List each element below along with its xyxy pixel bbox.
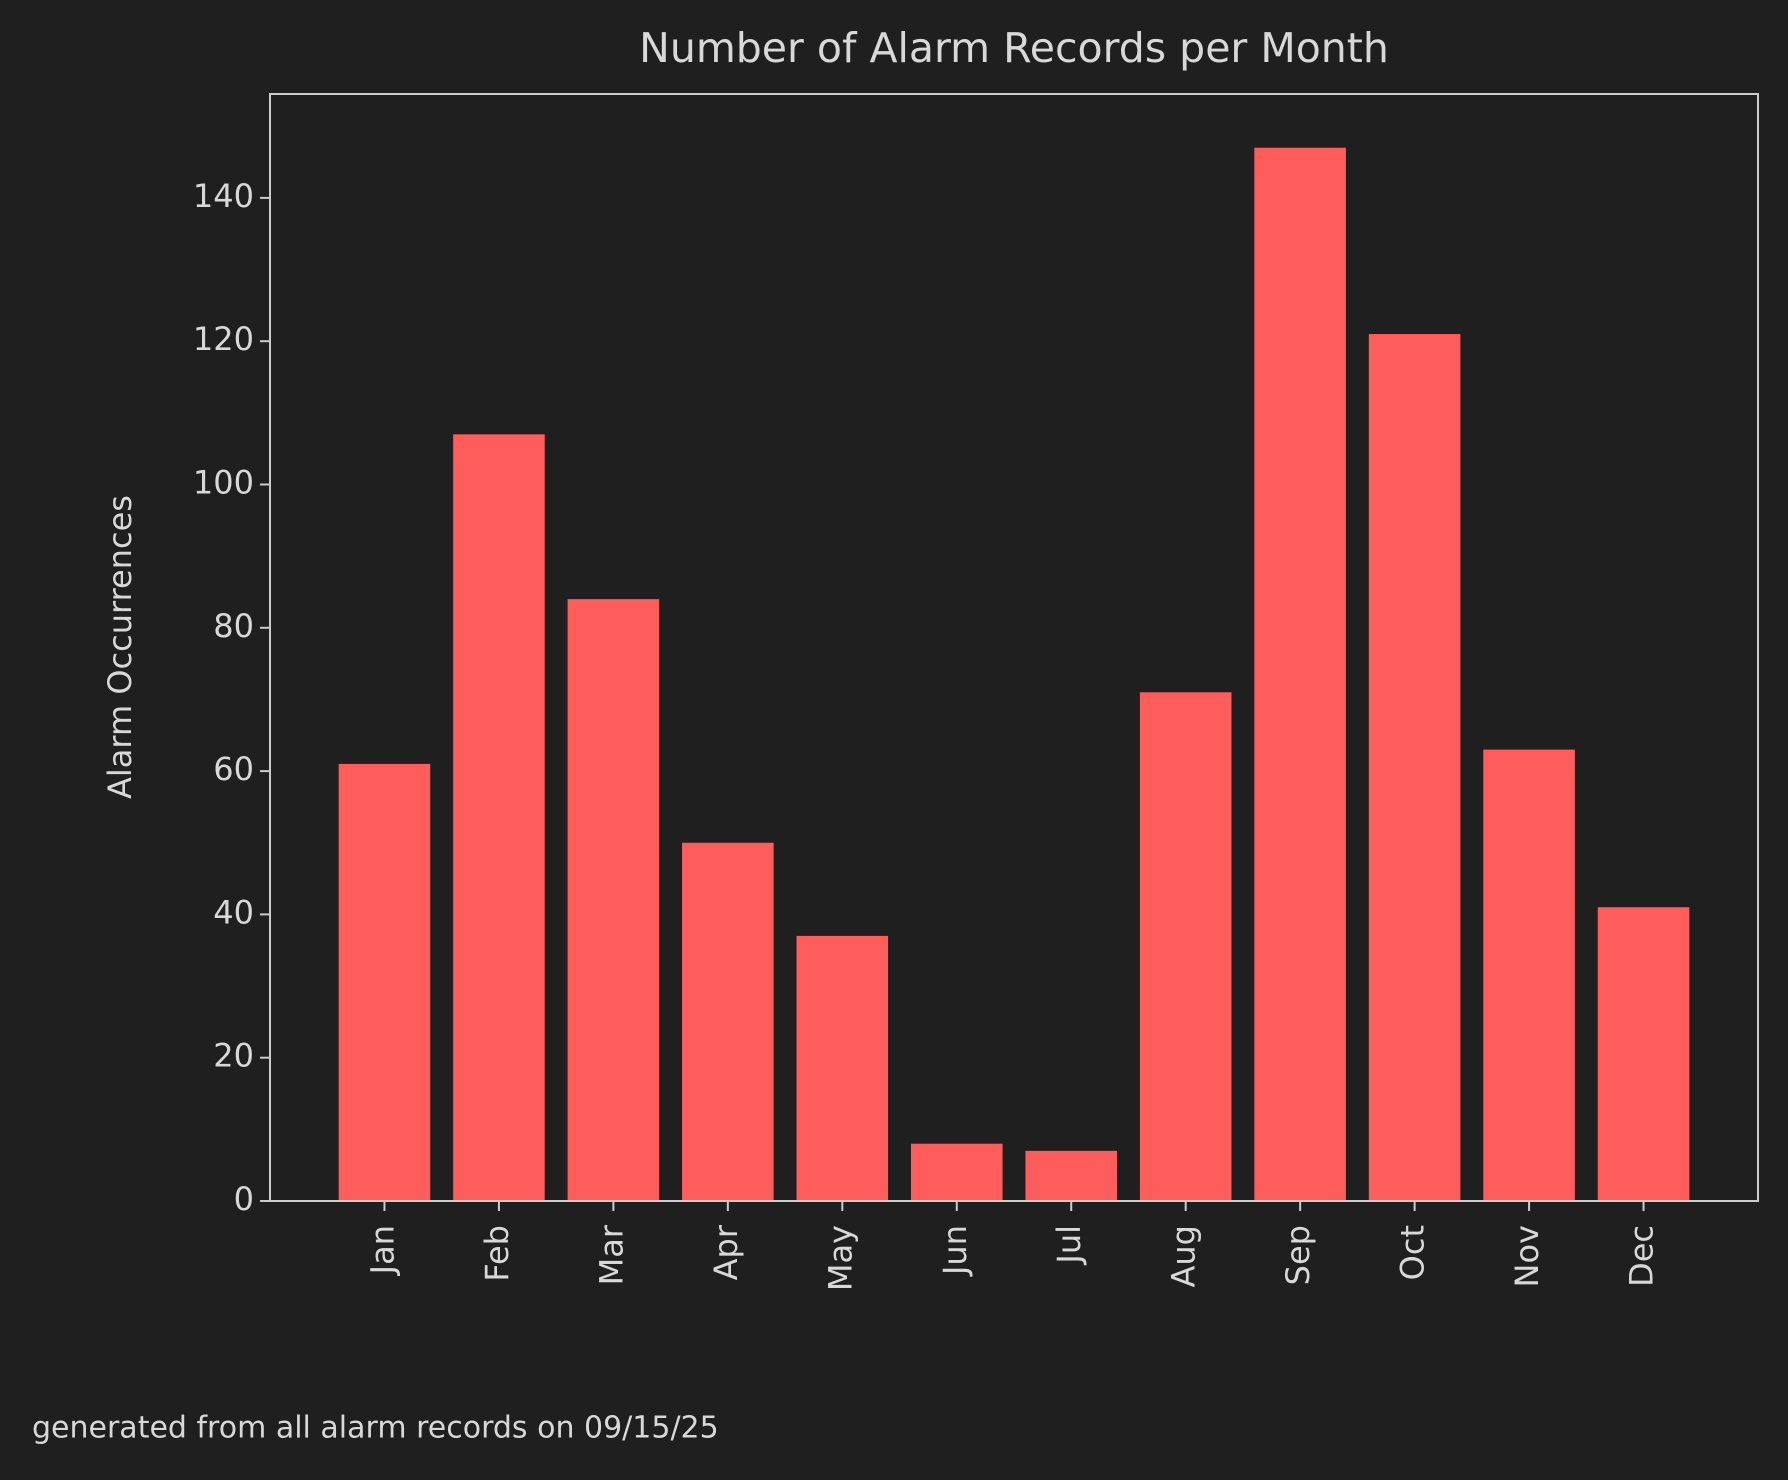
x-tick-label: Jun bbox=[936, 1225, 974, 1277]
y-tick-label: 100 bbox=[193, 463, 254, 501]
bar bbox=[1368, 334, 1461, 1201]
bar bbox=[338, 763, 431, 1201]
y-tick-label: 140 bbox=[193, 177, 254, 215]
x-tick-label: Aug bbox=[1165, 1225, 1203, 1287]
bar bbox=[1483, 749, 1575, 1201]
bar bbox=[910, 1143, 1003, 1201]
bar bbox=[1254, 147, 1346, 1201]
bar bbox=[1597, 907, 1690, 1201]
bar bbox=[567, 599, 660, 1201]
x-tick-label: Jan bbox=[363, 1225, 401, 1276]
x-tick-label: May bbox=[821, 1225, 859, 1291]
y-axis-label: Alarm Occurrences bbox=[101, 495, 139, 799]
bar bbox=[796, 935, 889, 1201]
footer-note: generated from all alarm records on 09/1… bbox=[32, 1411, 719, 1446]
x-tick-label: Nov bbox=[1508, 1225, 1546, 1287]
y-tick-label: 20 bbox=[213, 1037, 254, 1075]
y-tick-label: 80 bbox=[213, 607, 254, 645]
plot-frame bbox=[269, 93, 1759, 1202]
y-tick-label: 120 bbox=[193, 320, 254, 358]
chart-title: Number of Alarm Records per Month bbox=[639, 24, 1389, 72]
y-tick-label: 0 bbox=[234, 1180, 254, 1218]
x-tick-label: Dec bbox=[1623, 1225, 1661, 1287]
x-tick-label: Mar bbox=[592, 1224, 630, 1285]
bar bbox=[453, 434, 545, 1201]
x-tick-label: Feb bbox=[478, 1225, 516, 1282]
x-tick-label: Jul bbox=[1050, 1225, 1088, 1266]
bar bbox=[682, 842, 774, 1201]
x-tick-label: Oct bbox=[1394, 1225, 1432, 1280]
bar bbox=[1025, 1150, 1118, 1201]
x-tick-label: Apr bbox=[707, 1224, 745, 1280]
y-tick-label: 40 bbox=[213, 893, 254, 931]
bar bbox=[1139, 692, 1232, 1201]
x-tick-label: Sep bbox=[1279, 1225, 1317, 1285]
y-tick-label: 60 bbox=[213, 750, 254, 788]
